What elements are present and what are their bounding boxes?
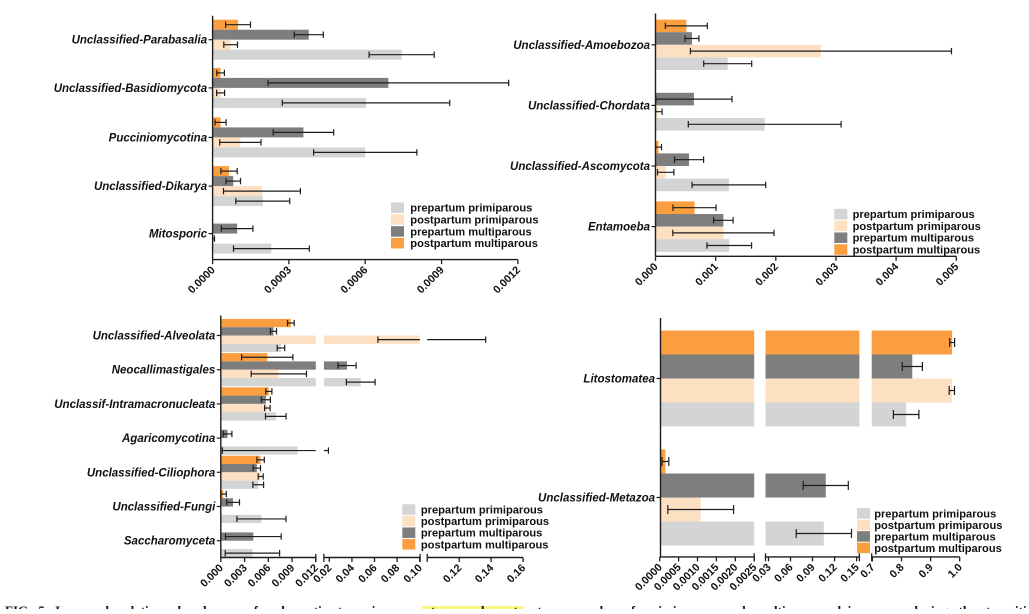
svg-text:Unclassif-Intramacronucleata: Unclassif-Intramacronucleata: [54, 399, 216, 411]
svg-text:Unclassified-Parabasalia: Unclassified-Parabasalia: [72, 35, 208, 47]
svg-text:Unclassified-Metazoa: Unclassified-Metazoa: [538, 493, 656, 505]
svg-text:postpartum primiparous: postpartum primiparous: [421, 516, 549, 528]
svg-text:Unclassified-Basidiomycota: Unclassified-Basidiomycota: [54, 83, 208, 95]
svg-text:postpartum multiparous: postpartum multiparous: [421, 539, 549, 551]
svg-text:Neocallimastigales: Neocallimastigales: [112, 365, 216, 377]
svg-text:prepartum primiparous: prepartum primiparous: [853, 209, 975, 221]
svg-text:prepartum primiparous: prepartum primiparous: [874, 508, 996, 520]
svg-text:postpartum primiparous: postpartum primiparous: [853, 221, 981, 233]
svg-text:Saccharomyceta: Saccharomyceta: [124, 536, 216, 548]
svg-text:postpartum multiparous: postpartum multiparous: [874, 543, 1002, 555]
svg-text:prepartum multiparous: prepartum multiparous: [853, 233, 974, 245]
svg-text:postpartum multiparous: postpartum multiparous: [410, 238, 538, 250]
svg-text:Mitosporic: Mitosporic: [149, 229, 208, 241]
svg-text:Agaricomycotina: Agaricomycotina: [121, 433, 216, 445]
svg-text:Pucciniomycotina: Pucciniomycotina: [109, 132, 208, 144]
svg-text:Unclassified-Amoebozoa: Unclassified-Amoebozoa: [513, 40, 650, 52]
svg-text:Unclassified-Fungi: Unclassified-Fungi: [112, 502, 216, 514]
svg-text:postpartum primiparous: postpartum primiparous: [874, 520, 1002, 532]
svg-text:prepartum primiparous: prepartum primiparous: [421, 505, 543, 517]
svg-text:Unclassified-Ascomycota: Unclassified-Ascomycota: [510, 161, 651, 173]
svg-text:Unclassified-Alveolata: Unclassified-Alveolata: [93, 331, 216, 343]
svg-text:Litostomatea: Litostomatea: [583, 374, 655, 386]
svg-text:Unclassified-Chordata: Unclassified-Chordata: [528, 100, 651, 112]
svg-text:prepartum multiparous: prepartum multiparous: [410, 226, 531, 238]
svg-text:FIG 5 Increased relative abun: FIG 5 Increased relative abundances of e…: [5, 603, 1029, 609]
svg-text:Unclassified-Dikarya: Unclassified-Dikarya: [94, 181, 208, 193]
svg-text:Entamoeba: Entamoeba: [588, 222, 651, 234]
svg-text:Unclassified-Ciliophora: Unclassified-Ciliophora: [87, 467, 216, 479]
svg-text:prepartum multiparous: prepartum multiparous: [421, 528, 542, 540]
svg-text:prepartum primiparous: prepartum primiparous: [410, 203, 532, 215]
svg-text:postpartum multiparous: postpartum multiparous: [853, 245, 981, 257]
svg-text:prepartum multiparous: prepartum multiparous: [874, 531, 995, 543]
svg-text:postpartum primiparous: postpartum primiparous: [410, 215, 538, 227]
